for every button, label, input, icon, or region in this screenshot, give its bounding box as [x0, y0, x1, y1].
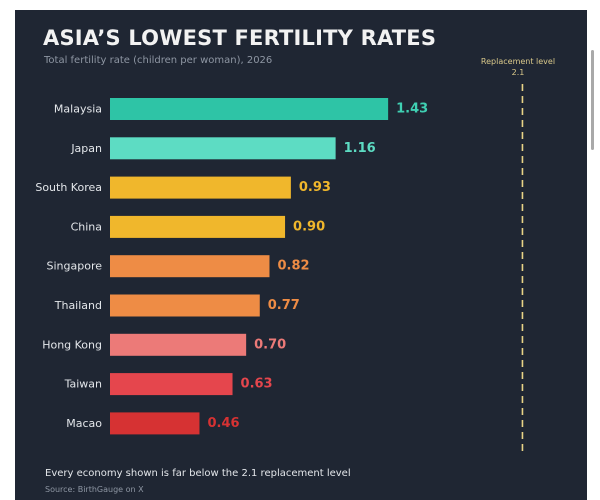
value-label-macao: 0.46 [207, 416, 239, 431]
replacement-level-label: Replacement level 2.1 [473, 56, 563, 78]
category-label-china: China [71, 220, 102, 233]
scrollbar[interactable] [591, 50, 594, 150]
category-label-taiwan: Taiwan [64, 378, 102, 391]
bar-thailand [110, 294, 260, 317]
category-label-malaysia: Malaysia [54, 103, 102, 116]
category-label-south-korea: South Korea [35, 181, 102, 194]
chart-title: ASIA’S LOWEST FERTILITY RATES [43, 26, 437, 50]
bar-taiwan [110, 373, 233, 396]
chart-subtitle: Total fertility rate (children per woman… [44, 55, 273, 66]
bar-south-korea [110, 176, 291, 199]
value-label-japan: 1.16 [344, 141, 376, 156]
bar-malaysia [110, 98, 389, 120]
category-label-thailand: Thailand [54, 299, 102, 312]
replacement-level-value: 2.1 [511, 68, 525, 77]
category-label-japan: Japan [70, 142, 102, 155]
category-label-hong-kong: Hong Kong [42, 338, 102, 351]
bar-macao [110, 412, 200, 435]
bar-hong-kong [110, 333, 247, 356]
source-note: Source: BirthGauge on X [45, 485, 144, 494]
value-label-hong-kong: 0.70 [254, 337, 286, 352]
bar-singapore [110, 255, 270, 278]
chart-panel: ASIA’S LOWEST FERTILITY RATES Total fert… [15, 10, 587, 500]
value-label-singapore: 0.82 [277, 259, 309, 274]
replacement-level-text: Replacement level [480, 57, 556, 66]
category-label-macao: Macao [66, 417, 102, 430]
bar-chart: Malaysia 1.43 Japan 1.16 South Korea 0.93 Chin… [35, 84, 524, 453]
value-label-china: 0.90 [293, 219, 325, 234]
footnote: Every economy shown is far below the 2.1… [45, 468, 351, 479]
value-label-thailand: 0.77 [268, 298, 300, 313]
category-label-singapore: Singapore [47, 260, 103, 273]
bar-china [110, 215, 286, 238]
value-label-south-korea: 0.93 [299, 180, 331, 195]
bar-japan [110, 137, 336, 160]
value-label-malaysia: 1.43 [396, 102, 428, 117]
value-label-taiwan: 0.63 [241, 377, 273, 392]
